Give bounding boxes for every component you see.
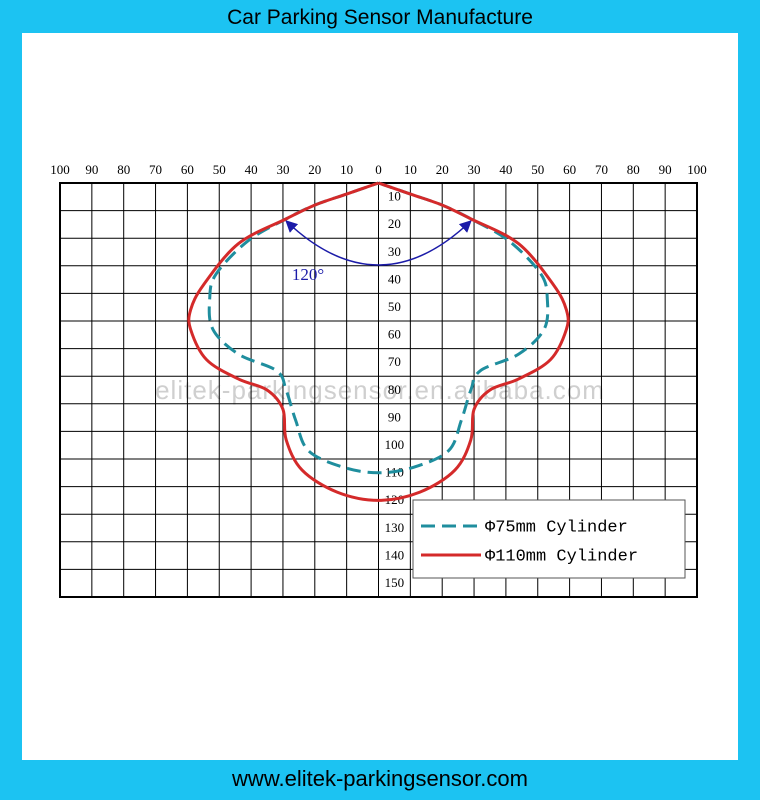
x-tick-label: 0 <box>375 162 382 177</box>
y-tick-label: 60 <box>388 327 401 342</box>
y-tick-label: 10 <box>388 189 401 204</box>
y-tick-label: 50 <box>388 299 401 314</box>
y-tick-label: 100 <box>385 437 405 452</box>
y-tick-label: 40 <box>388 271 401 286</box>
x-tick-label: 100 <box>50 162 70 177</box>
angle-label: 120° <box>292 265 324 284</box>
x-tick-label: 10 <box>404 162 417 177</box>
y-tick-label: 80 <box>388 382 401 397</box>
x-tick-label: 30 <box>468 162 481 177</box>
x-tick-label: 10 <box>340 162 353 177</box>
y-tick-label: 20 <box>388 216 401 231</box>
series-line <box>207 181 550 475</box>
x-tick-label: 100 <box>687 162 707 177</box>
legend-label: Φ110mm Cylinder <box>485 547 638 566</box>
x-tick-label: 50 <box>213 162 226 177</box>
y-tick-label: 140 <box>385 547 405 562</box>
x-tick-label: 60 <box>181 162 194 177</box>
x-tick-label: 80 <box>117 162 130 177</box>
angle-arc <box>285 220 472 266</box>
x-tick-label: 70 <box>595 162 608 177</box>
y-tick-label: 130 <box>385 520 405 535</box>
panel <box>22 33 738 760</box>
series-line <box>187 181 570 502</box>
x-tick-label: 40 <box>245 162 258 177</box>
watermark: elitek-parkingsensor.en.alibaba.com <box>155 375 605 405</box>
x-tick-label: 90 <box>85 162 98 177</box>
x-tick-label: 80 <box>627 162 640 177</box>
legend-box <box>412 499 686 579</box>
page-title: Car Parking Sensor Manufacture <box>227 6 533 29</box>
y-tick-label: 70 <box>388 354 401 369</box>
x-tick-label: 90 <box>659 162 672 177</box>
x-tick-label: 60 <box>563 162 576 177</box>
y-tick-label: 30 <box>388 244 401 259</box>
x-tick-label: 20 <box>308 162 321 177</box>
legend-label: Φ75mm Cylinder <box>485 518 628 537</box>
y-tick-label: 150 <box>385 575 405 590</box>
x-tick-label: 30 <box>276 162 289 177</box>
x-tick-label: 20 <box>436 162 449 177</box>
x-tick-label: 50 <box>531 162 544 177</box>
footer-url: www.elitek-parkingsensor.com <box>232 766 528 791</box>
x-tick-label: 40 <box>499 162 512 177</box>
y-tick-label: 90 <box>388 409 401 424</box>
x-tick-label: 70 <box>149 162 162 177</box>
